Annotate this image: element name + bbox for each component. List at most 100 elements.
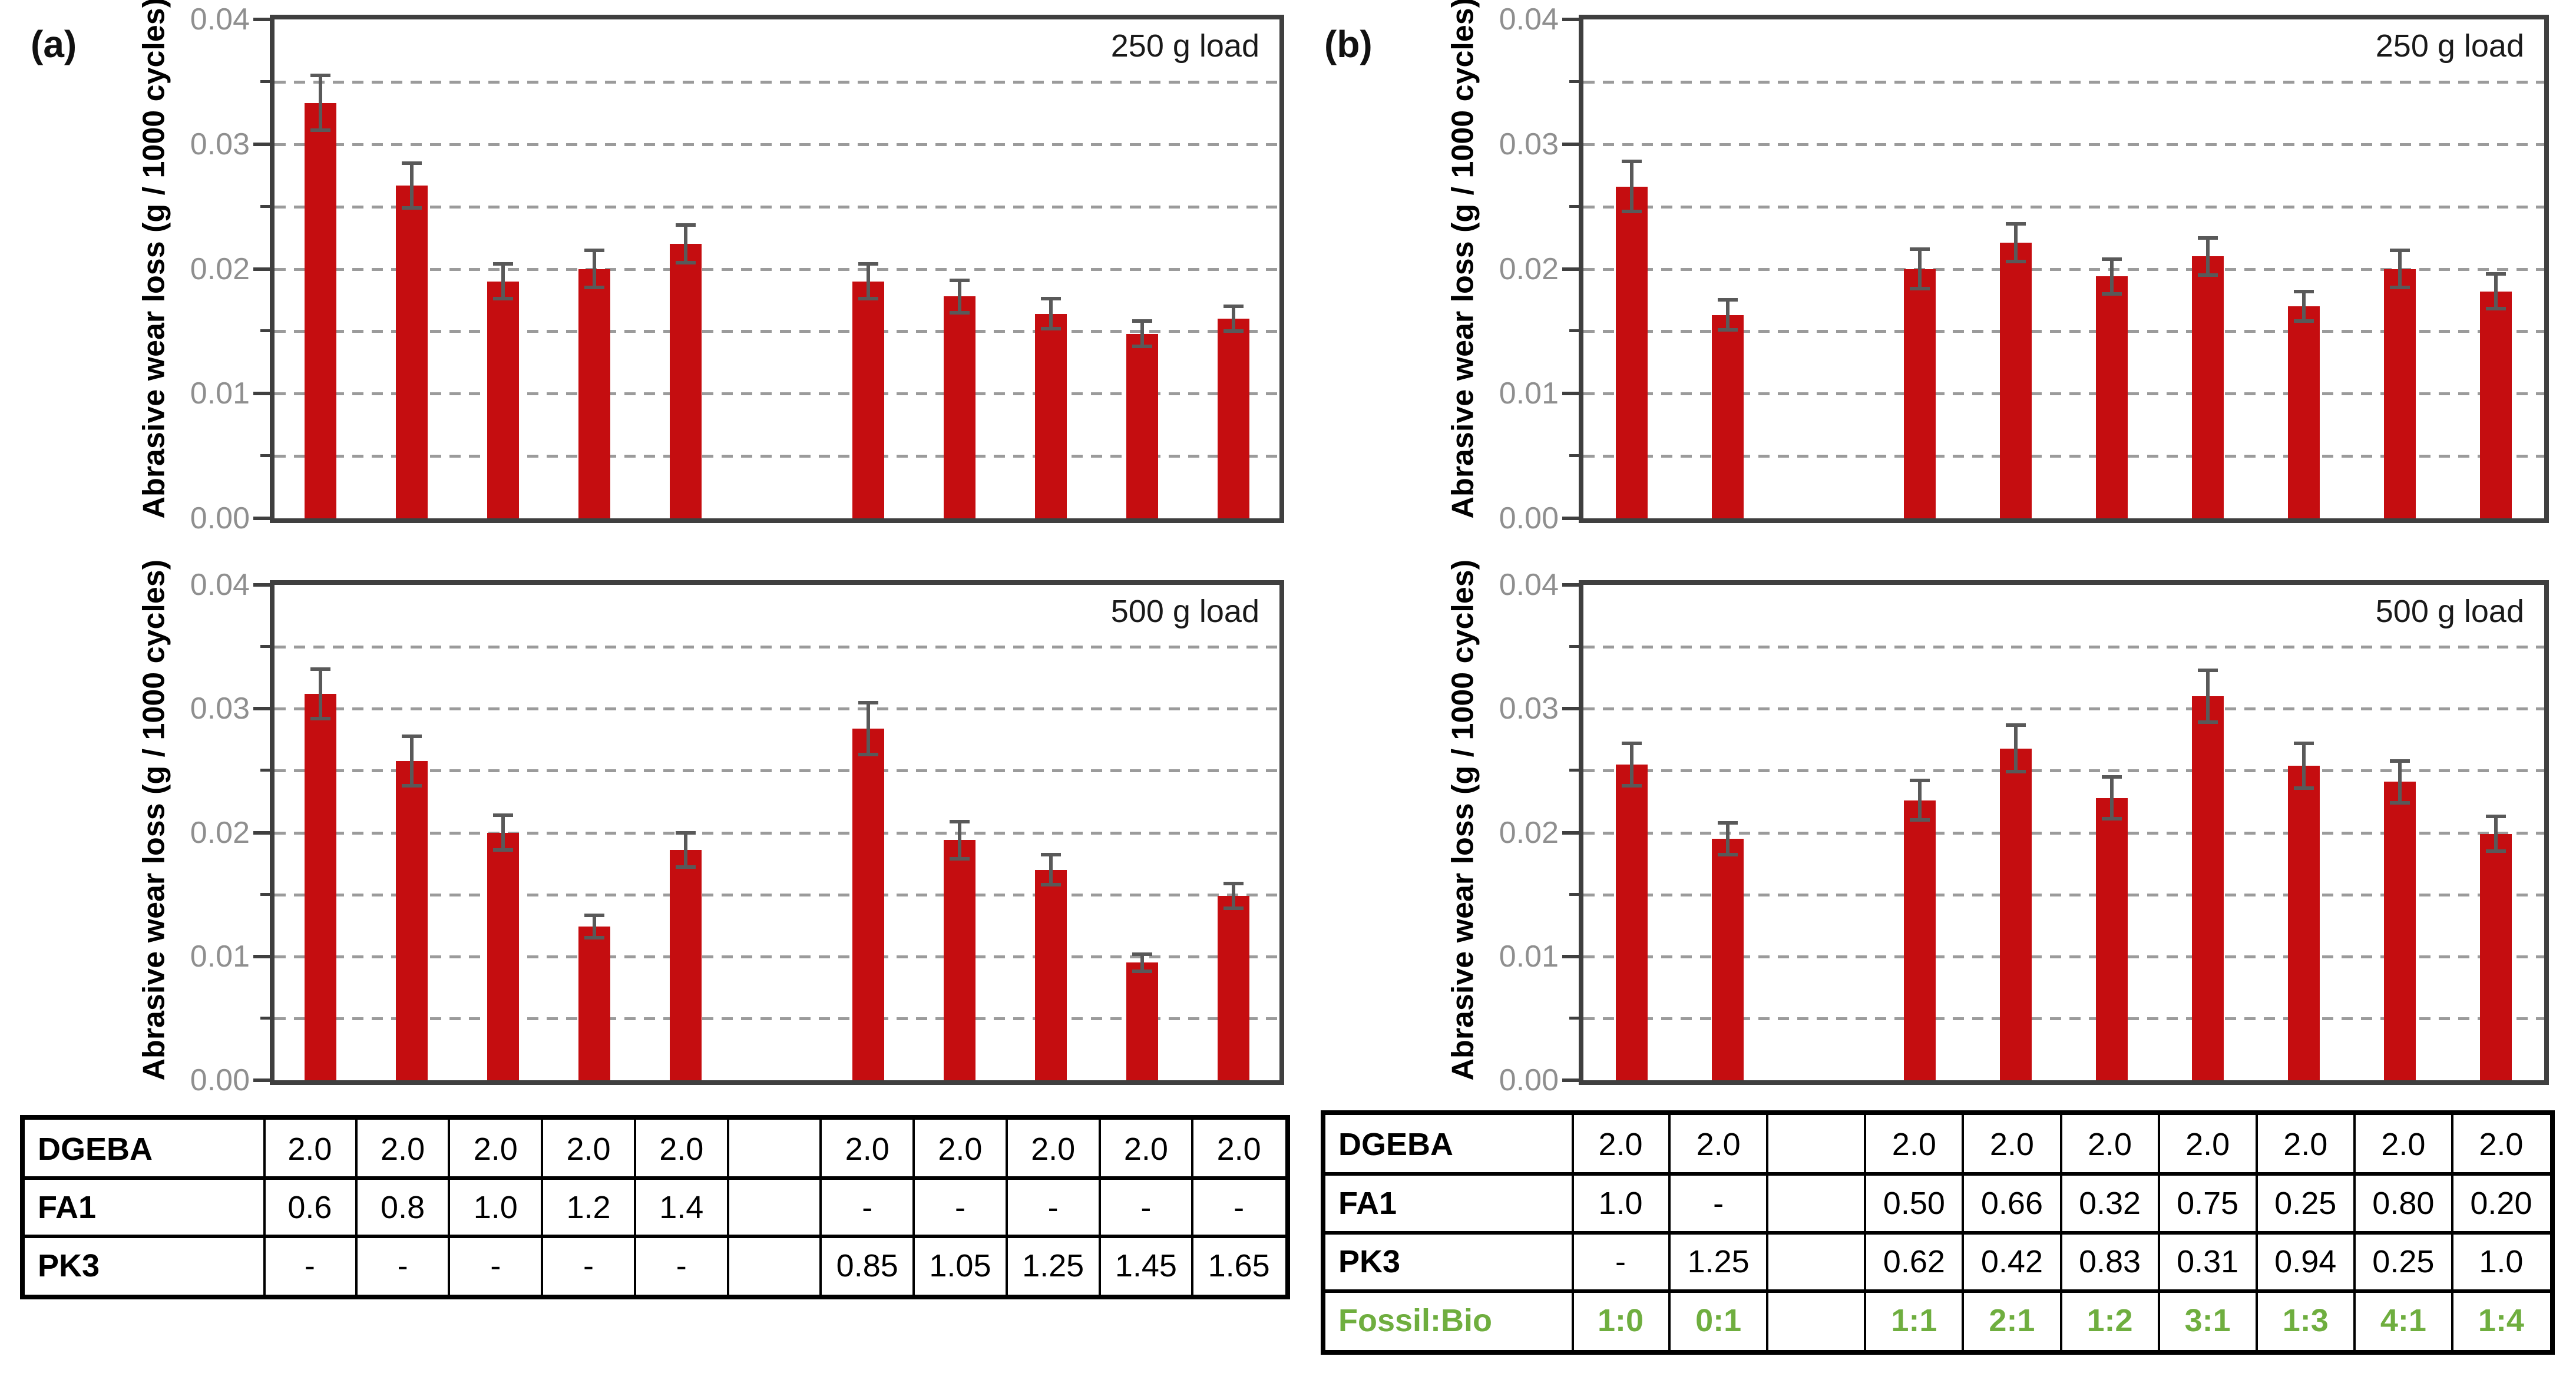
y-axis-tick-label: 0.00	[190, 501, 250, 535]
table-cell: -	[862, 1189, 873, 1225]
bar	[1035, 313, 1067, 518]
error-bar	[2494, 816, 2498, 852]
table-cell: 0.85	[836, 1248, 898, 1283]
table-cell: 3:1	[2184, 1303, 2231, 1339]
bar	[304, 694, 336, 1080]
error-bar-cap	[2198, 273, 2218, 277]
error-bar-cap	[1717, 821, 1738, 825]
y-axis-major-tick	[253, 583, 275, 587]
gridline	[275, 707, 1279, 711]
bar	[2288, 765, 2320, 1080]
y-axis-major-tick	[1562, 1078, 1583, 1082]
y-axis-major-tick	[253, 142, 275, 146]
y-axis-minor-tick	[1569, 769, 1583, 772]
y-axis-major-tick	[1562, 583, 1583, 587]
load-label: 250 g load	[1110, 28, 1259, 64]
gridline	[275, 267, 1279, 271]
error-bar	[2398, 760, 2402, 803]
bar	[578, 927, 610, 1080]
error-bar	[409, 163, 414, 208]
table-row-divider	[1325, 1172, 2550, 1176]
error-bar	[958, 280, 962, 313]
y-axis-tick-label: 0.00	[1499, 501, 1559, 535]
error-bar-cap	[2198, 669, 2218, 673]
table-column-divider	[448, 1120, 451, 1295]
y-axis-minor-tick	[260, 645, 275, 649]
error-bar	[1049, 299, 1053, 329]
error-bar	[2206, 670, 2210, 723]
bar	[1615, 186, 1648, 518]
gridline	[1583, 205, 2544, 209]
bar	[395, 185, 428, 518]
error-bar-cap	[2486, 272, 2506, 276]
gridline	[275, 80, 1279, 84]
gridline	[1583, 267, 2544, 271]
y-axis-major-tick	[253, 18, 275, 21]
error-bar-cap	[675, 260, 696, 264]
table-cell: 2.0	[381, 1131, 425, 1167]
y-axis-major-tick	[1562, 831, 1583, 835]
table-cell: 0.75	[2177, 1185, 2239, 1221]
gridline	[1583, 646, 2544, 649]
error-bar-cap	[310, 128, 330, 133]
table-column-divider	[1191, 1120, 1194, 1295]
table-row-label: PK3	[1338, 1244, 1401, 1280]
error-bar-cap	[310, 717, 330, 721]
gridline	[1583, 707, 2544, 711]
error-bar	[1140, 321, 1145, 346]
table-row-divider	[1325, 1289, 2550, 1293]
error-bar-cap	[1132, 344, 1153, 348]
error-bar-cap	[1223, 305, 1244, 309]
error-bar-cap	[675, 831, 696, 835]
table-cell: 0.31	[2177, 1244, 2239, 1280]
table-cell	[728, 1120, 821, 1178]
table-cell: -	[1615, 1244, 1626, 1280]
gridline	[1583, 1017, 2544, 1020]
error-bar-cap	[584, 936, 604, 940]
table-cell: 0.25	[2274, 1185, 2337, 1221]
gridline	[275, 455, 1279, 458]
error-bar	[318, 669, 322, 719]
y-axis-minor-tick	[260, 454, 275, 458]
error-bar-cap	[2005, 259, 2026, 263]
table-cell: 2.0	[1989, 1126, 2034, 1162]
bar	[1218, 895, 1250, 1080]
table-column-divider	[819, 1120, 822, 1295]
error-bar-cap	[1132, 319, 1153, 323]
table-cell: 0.42	[1980, 1244, 2043, 1280]
table-cell: 1:1	[1891, 1303, 1937, 1339]
bar	[1711, 315, 1744, 518]
table-cell: 1:4	[2478, 1303, 2524, 1339]
error-bar-cap	[2005, 770, 2026, 774]
gridline	[1583, 893, 2544, 896]
table-cell: 4:1	[2380, 1303, 2426, 1339]
table-cell: 2.0	[845, 1131, 889, 1167]
bar	[852, 728, 885, 1080]
gridline	[275, 205, 1279, 209]
gridline	[275, 893, 1279, 896]
y-axis-major-tick	[1562, 267, 1583, 271]
y-axis-tick-label: 0.01	[190, 939, 250, 974]
error-bar	[1232, 306, 1236, 332]
table-row-label: FA1	[1338, 1185, 1397, 1221]
error-bar	[2206, 237, 2210, 276]
error-bar-cap	[1132, 952, 1153, 956]
error-bar	[683, 832, 687, 868]
table-cell: 1.2	[566, 1189, 611, 1225]
bar	[1999, 748, 2032, 1080]
table-cell: 2.0	[566, 1131, 611, 1167]
error-bar-cap	[1621, 783, 1642, 788]
error-bar-cap	[1621, 742, 1642, 746]
y-axis-tick-label: 0.01	[1499, 376, 1559, 411]
table-cell: 1.0	[2479, 1244, 2524, 1280]
error-bar	[2110, 259, 2114, 294]
y-axis-tick-label: 0.04	[1499, 568, 1559, 602]
bar	[2192, 696, 2224, 1080]
error-bar	[2110, 776, 2114, 819]
table-row-label: Fossil:Bio	[1338, 1303, 1493, 1339]
error-bar-cap	[1909, 818, 1930, 822]
error-bar-cap	[950, 310, 970, 315]
error-bar-cap	[858, 753, 879, 757]
load-label: 250 g load	[2375, 28, 2524, 64]
table-column-divider	[912, 1120, 915, 1295]
